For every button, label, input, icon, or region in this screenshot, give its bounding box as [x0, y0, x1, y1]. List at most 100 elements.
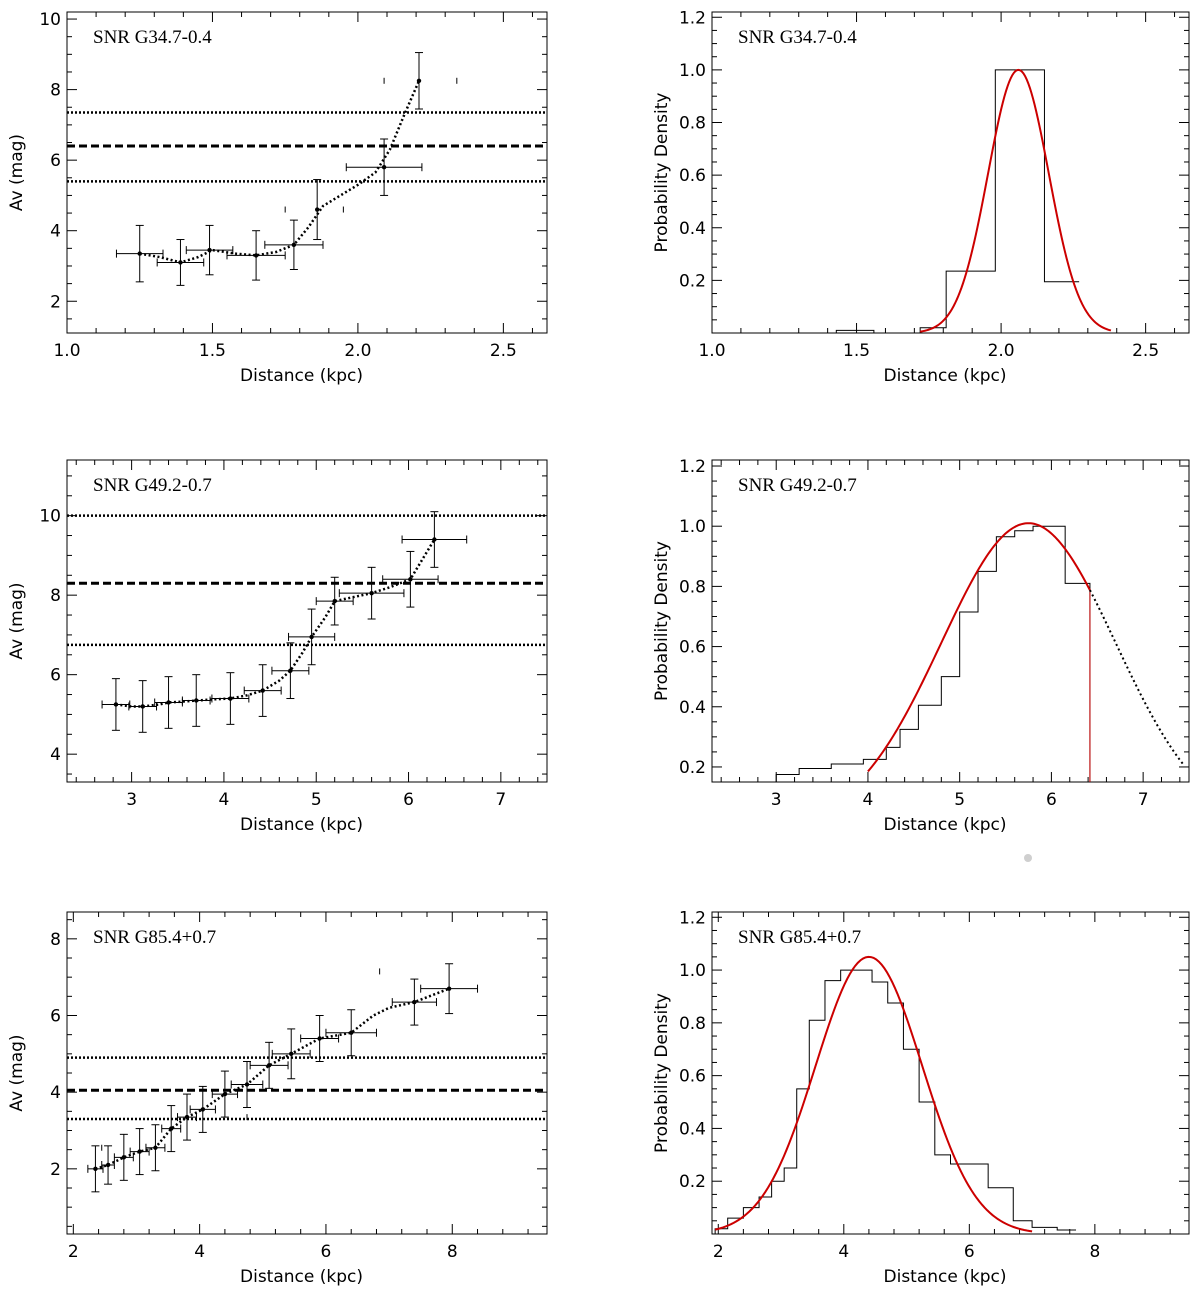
data-point-marker [309, 634, 314, 640]
data-point-marker [184, 1114, 190, 1120]
data-point-marker [169, 1126, 174, 1131]
plot-area [67, 52, 547, 286]
y-tick-label: 10 [39, 507, 61, 527]
data-point [313, 179, 322, 241]
plot-frame [66, 911, 548, 1235]
panel-title: SNR G85.4+0.7 [738, 927, 861, 948]
y-axis-title: Probability Density [652, 93, 672, 253]
data-point [325, 1009, 377, 1057]
histogram-outline [835, 69, 1080, 333]
plot-frame [711, 11, 1190, 334]
x-tick-label: 2 [713, 1242, 724, 1262]
x-tick-label: 4 [194, 1242, 205, 1262]
y-tick-label: 8 [50, 81, 61, 101]
gaussian-fit-curve [867, 522, 1091, 773]
data-point [288, 608, 336, 666]
plot-area [835, 68, 1112, 333]
y-tick-label: 0.8 [679, 114, 706, 134]
data-point-marker [121, 1155, 127, 1160]
panel-snr-g49-av: 3 4 5 6 7 4 6 8 10 Distance (kpc) Av (mag) SNR G49.… [7, 459, 548, 835]
y-tick-label: 1.0 [679, 961, 706, 981]
histogram-outline [775, 525, 1091, 782]
plot-frame [66, 459, 548, 783]
data-point-marker [166, 700, 171, 705]
extinction-curve [95, 987, 450, 1171]
data-point-marker [228, 696, 233, 701]
y-tick-label: 1.0 [679, 61, 706, 81]
x-tick-label: 2.5 [490, 341, 517, 361]
data-point [113, 1133, 134, 1181]
y-axis-title: Av (mag) [7, 582, 27, 659]
y-tick-label: 8 [50, 586, 61, 606]
data-point-marker [416, 78, 422, 83]
data-point-marker [317, 1036, 322, 1041]
panel-snr-g85-probability: 2 4 6 8 0.2 0.4 0.6 0.8 1.0 1.2 Distance (kpc) Prob… [652, 908, 1190, 1287]
y-tick-label: 0.2 [679, 1172, 706, 1192]
data-point-marker [253, 253, 259, 258]
y-tick-label: 0.6 [679, 1067, 706, 1087]
x-tick-label: 8 [1089, 1242, 1100, 1262]
data-point [181, 674, 211, 727]
data-point-marker [369, 590, 374, 596]
x-tick-label: 8 [447, 1242, 458, 1262]
data-point [391, 978, 437, 1026]
plot-area [714, 955, 1077, 1234]
data-point [382, 550, 439, 608]
panel-snr-g34-av: 1.0 1.5 2.0 2.5 2 4 6 8 10 Distance (kpc) Av (mag)… [7, 10, 548, 386]
data-point [154, 676, 183, 729]
data-point [249, 1041, 289, 1089]
panel-snr-g49-probability: 3 4 5 6 7 0.2 0.4 0.6 0.8 1.0 1.2 Distance (kpc) Pro… [652, 457, 1190, 835]
plot-frame [711, 911, 1190, 1235]
data-point-marker [207, 247, 212, 253]
data-point-marker [332, 598, 337, 604]
plot-area [775, 522, 1186, 782]
data-point [115, 224, 164, 283]
data-point-marker [105, 1162, 111, 1168]
y-tick-label: 10 [39, 10, 61, 30]
plot-area [67, 511, 547, 733]
data-point [315, 576, 354, 626]
data-point [185, 224, 234, 276]
x-axis-title: Distance (kpc) [884, 815, 1007, 835]
plot-frame [66, 11, 548, 334]
panel-snr-g34-probability: 1.0 1.5 2.0 2.5 0.2 0.4 0.6 0.8 1.0 1.2 Distance (… [652, 8, 1190, 386]
data-point [415, 52, 423, 110]
y-tick-label: 0.4 [679, 219, 706, 239]
plot-frame [711, 459, 1190, 783]
y-tick-label: 0.6 [679, 166, 706, 186]
data-point [189, 1085, 216, 1133]
x-tick-label: 2.0 [988, 341, 1015, 361]
y-tick-label: 0.4 [679, 1119, 706, 1139]
y-axis-title: Av (mag) [7, 134, 27, 211]
x-tick-label: 7 [1138, 790, 1149, 810]
x-tick-label: 7 [495, 790, 506, 810]
y-tick-label: 1.0 [679, 517, 706, 537]
data-point [300, 1015, 340, 1062]
gaussian-fit-curve [919, 68, 1112, 333]
panel-title: SNR G34.7-0.4 [738, 27, 857, 48]
panel-title: SNR G34.7-0.4 [93, 27, 212, 48]
y-tick-label: 0.4 [679, 698, 706, 718]
y-axis-title: Probability Density [652, 541, 672, 701]
plot-area [67, 963, 547, 1193]
data-point [420, 963, 479, 1015]
x-tick-label: 6 [964, 1242, 975, 1262]
data-point [101, 678, 131, 731]
data-point-marker [291, 242, 297, 248]
data-point-marker [93, 1166, 98, 1172]
scan-artifact-dot [1024, 854, 1032, 862]
y-tick-label: 6 [50, 666, 61, 686]
data-point [338, 566, 405, 620]
panel-title: SNR G49.2-0.7 [93, 475, 212, 496]
x-tick-label: 4 [838, 1242, 849, 1262]
y-tick-label: 4 [50, 222, 61, 242]
y-tick-label: 0.2 [679, 758, 706, 778]
data-point [401, 511, 468, 568]
panel-title: SNR G49.2-0.7 [738, 475, 857, 496]
y-tick-label: 0.8 [679, 577, 706, 597]
x-tick-label: 5 [311, 790, 322, 810]
data-point-marker [432, 537, 437, 542]
histogram-outline [714, 969, 1077, 1234]
data-point-marker [412, 999, 417, 1005]
data-point-marker [113, 702, 119, 707]
